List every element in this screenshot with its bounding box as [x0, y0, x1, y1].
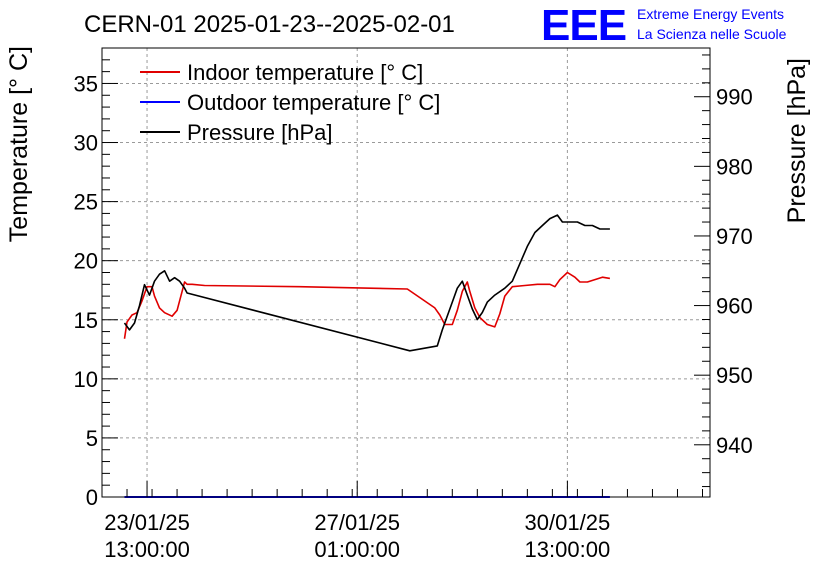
series-indoor-temperature — [123, 271, 611, 339]
x-tick-label-time: 13:00:00 — [104, 537, 190, 562]
y-tick-label: 20 — [74, 249, 98, 274]
legend-label-pressure: Pressure [hPa] — [187, 120, 333, 145]
chart-title: CERN-01 2025-01-23--2025-02-01 — [84, 11, 455, 38]
y2-tick-label: 940 — [716, 433, 753, 458]
y2-tick-label: 960 — [716, 294, 753, 319]
y-tick-label: 0 — [86, 485, 98, 510]
y-tick-label: 5 — [86, 426, 98, 451]
y-tick-label: 25 — [74, 190, 98, 215]
legend: Indoor temperature [° C] Outdoor tempera… — [140, 60, 440, 145]
y-axis-title: Temperature [° C] — [5, 46, 33, 242]
x-tick-label-time: 13:00:00 — [525, 537, 611, 562]
grid — [102, 48, 710, 497]
y-tick-label: 10 — [74, 367, 98, 392]
y-tick-label: 30 — [74, 131, 98, 156]
axes: 0 5 10 15 20 25 30 35 940 950 960 970 980 990 23/01/25… — [74, 54, 753, 562]
legend-label-indoor: Indoor temperature [° C] — [187, 60, 423, 85]
legend-label-outdoor: Outdoor temperature [° C] — [187, 90, 440, 115]
y-tick-label: 35 — [74, 71, 98, 96]
series-pressure — [123, 214, 610, 352]
y2-tick-label: 990 — [716, 85, 753, 110]
y2-tick-label: 970 — [716, 224, 753, 249]
y2-tick-label: 950 — [716, 363, 753, 388]
x-tick-label-time: 01:00:00 — [314, 537, 400, 562]
brand-line-2: La Scienza nelle Scuole — [637, 26, 787, 42]
y2-tick-label: 980 — [716, 154, 753, 179]
brand-line-1: Extreme Energy Events — [637, 6, 784, 22]
x-tick-label-date: 23/01/25 — [104, 510, 190, 535]
x-tick-label-date: 30/01/25 — [525, 510, 611, 535]
brand-logo: EEE — [541, 1, 626, 50]
y2-axis-title: Pressure [hPa] — [783, 58, 811, 223]
x-tick-label-date: 27/01/25 — [314, 510, 400, 535]
y-tick-label: 15 — [74, 308, 98, 333]
